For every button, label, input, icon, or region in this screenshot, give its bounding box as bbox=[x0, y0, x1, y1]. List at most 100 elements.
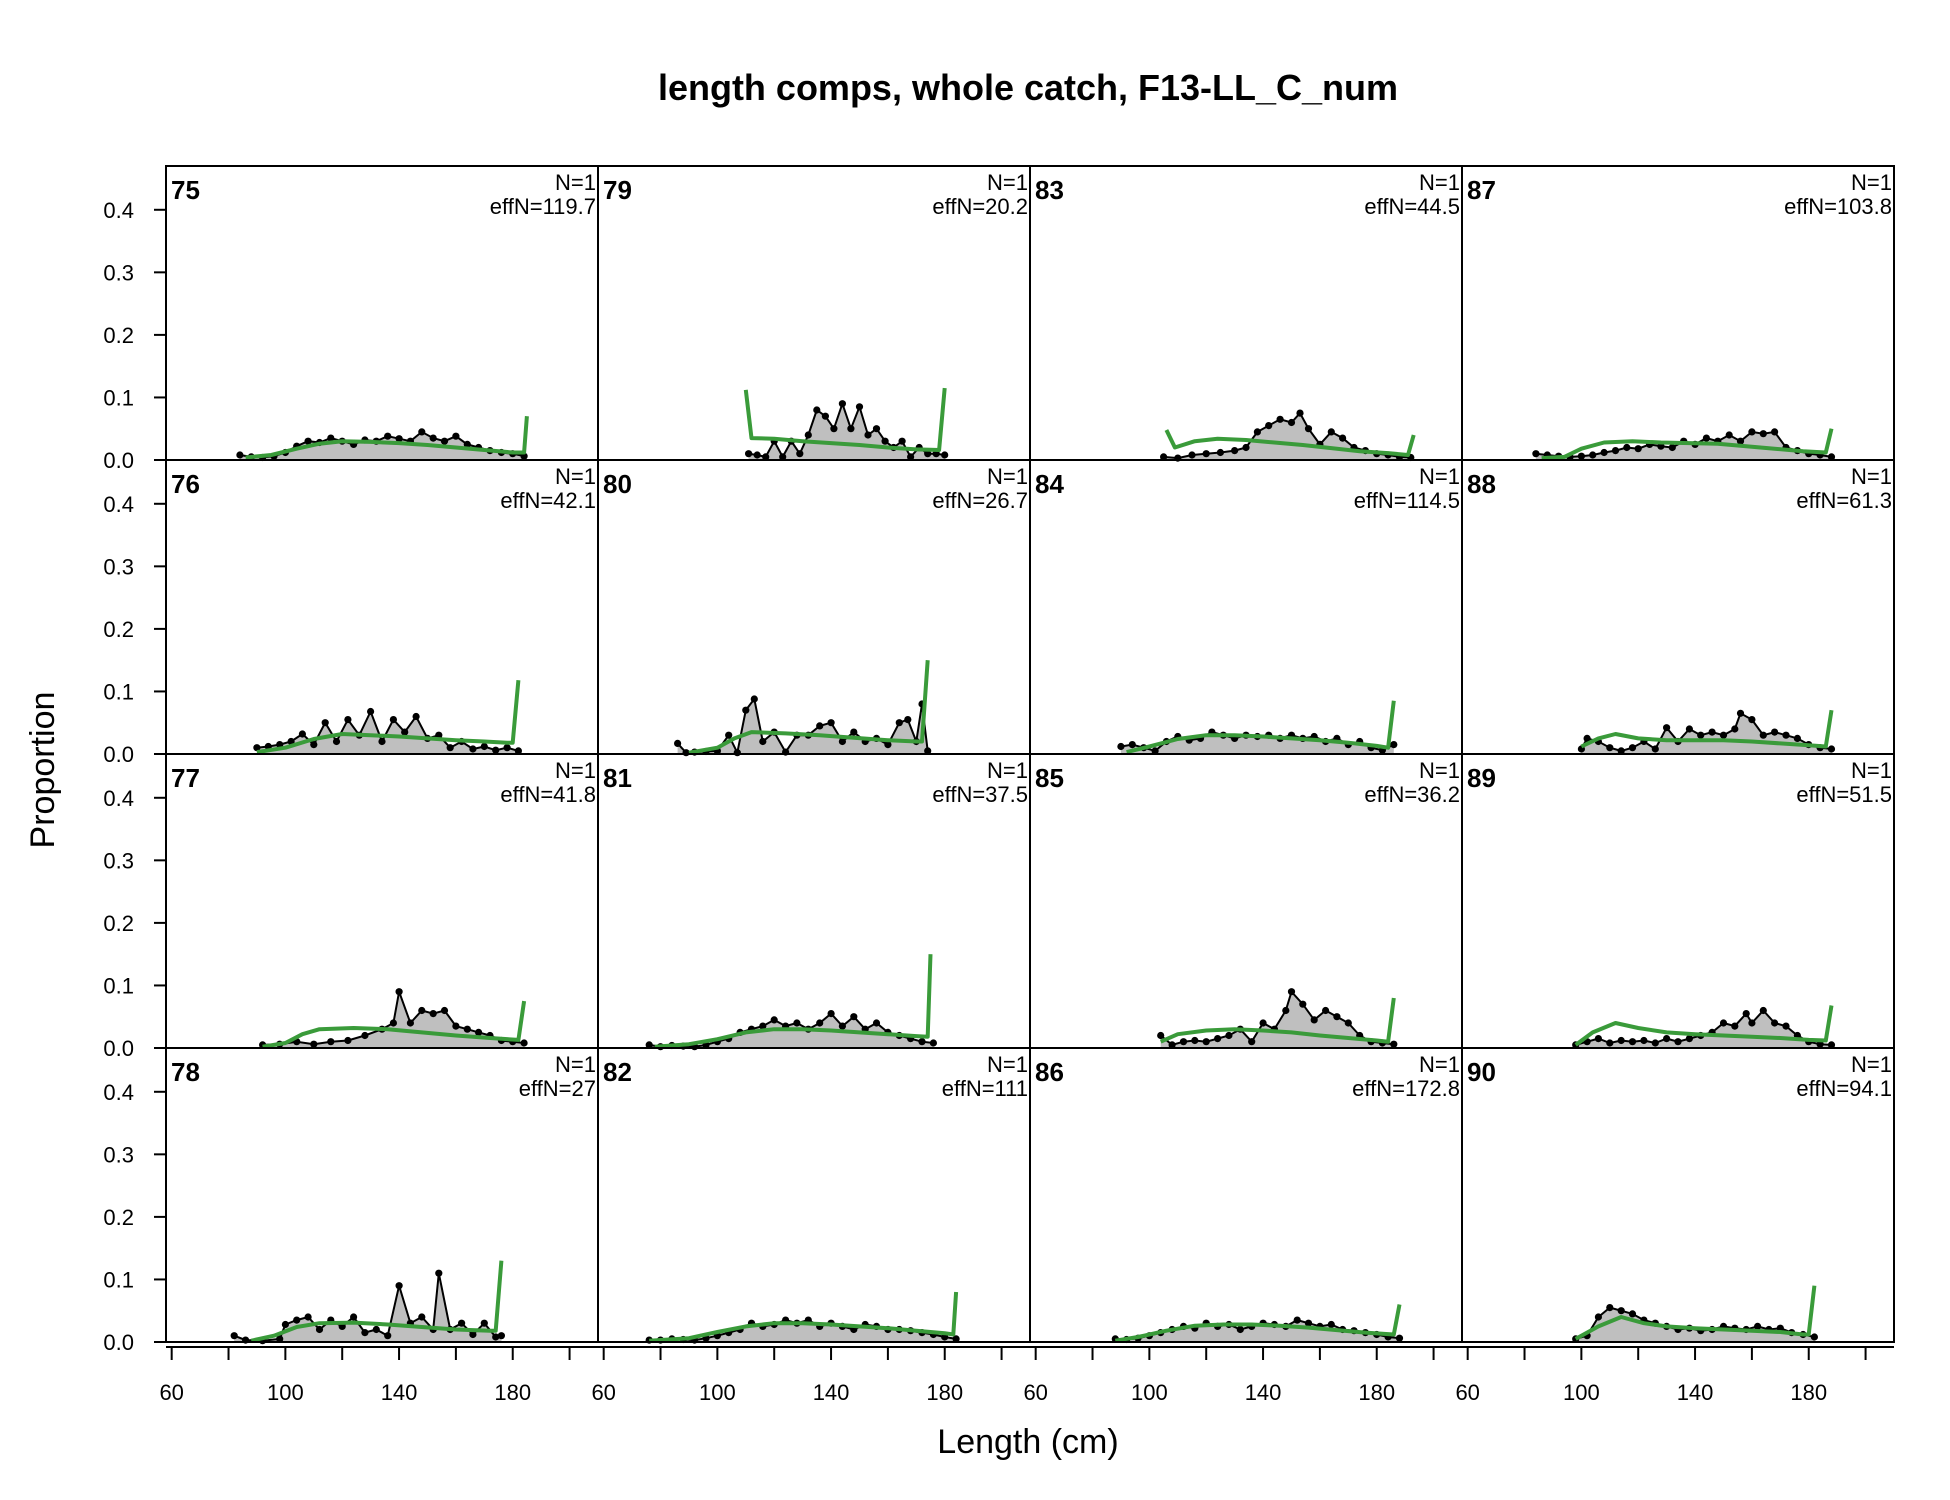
observed-point-12 bbox=[389, 716, 397, 724]
y-axis-label: Proportion bbox=[24, 692, 62, 849]
panel-effn-label: effN=119.7 bbox=[490, 194, 596, 219]
x-tick-label: 140 bbox=[1245, 1380, 1282, 1405]
observed-point-20 bbox=[463, 440, 471, 448]
x-tick-label: 100 bbox=[1563, 1380, 1600, 1405]
observed-point-5 bbox=[1214, 1035, 1222, 1043]
expected-line bbox=[1574, 1285, 1817, 1341]
observed-point-0 bbox=[1157, 1031, 1165, 1040]
observed-point-4 bbox=[1577, 452, 1585, 460]
observed-point-17 bbox=[1759, 731, 1767, 739]
observed-point-15 bbox=[827, 719, 835, 727]
y-tick-label: 0.0 bbox=[103, 1330, 134, 1355]
panel-id-label: 88 bbox=[1467, 469, 1496, 499]
observed-point-14 bbox=[395, 1282, 403, 1290]
x-tick-label: 100 bbox=[1131, 1380, 1168, 1405]
observed-point-21 bbox=[1771, 428, 1779, 436]
panel-id-label: 89 bbox=[1467, 763, 1496, 793]
panel-n-label: N=1 bbox=[555, 170, 596, 195]
panel-id-label: 87 bbox=[1467, 175, 1496, 205]
observed-point-6 bbox=[321, 719, 329, 727]
expected-line bbox=[1541, 428, 1834, 461]
panel-id-label: 83 bbox=[1035, 175, 1064, 205]
observed-point-12 bbox=[1287, 988, 1296, 996]
panel-effn-label: effN=36.2 bbox=[1364, 782, 1460, 807]
observed-point-16 bbox=[1748, 716, 1756, 724]
observed-point-7 bbox=[332, 737, 341, 746]
panel-id-label: 78 bbox=[171, 1057, 200, 1087]
observed-point-6 bbox=[1242, 443, 1250, 452]
observed-point-14 bbox=[412, 712, 420, 721]
observed-point-13 bbox=[401, 728, 409, 736]
y-tick-label: 0.0 bbox=[103, 1036, 134, 1061]
panel-n-label: N=1 bbox=[987, 1052, 1028, 1077]
observed-point-17 bbox=[1725, 431, 1733, 439]
observed-point-8 bbox=[327, 434, 335, 442]
panel-n-label: N=1 bbox=[555, 464, 596, 489]
observed-area bbox=[1120, 732, 1394, 754]
x-tick-label: 100 bbox=[699, 1380, 736, 1405]
observed-point-0 bbox=[230, 1332, 238, 1340]
x-tick-label: 140 bbox=[1677, 1380, 1714, 1405]
panel-n-label: N=1 bbox=[1851, 758, 1892, 783]
observed-point-11 bbox=[1236, 1325, 1244, 1334]
observed-point-12 bbox=[1304, 425, 1313, 433]
observed-point-15 bbox=[1702, 434, 1710, 442]
observed-point-5 bbox=[1628, 1038, 1637, 1046]
observed-point-18 bbox=[440, 437, 449, 445]
panel-effn-label: effN=37.5 bbox=[932, 782, 1028, 807]
observed-point-2 bbox=[1594, 1035, 1602, 1043]
x-tick-label: 180 bbox=[494, 1380, 531, 1405]
observed-area bbox=[748, 403, 945, 460]
observed-point-7 bbox=[315, 1325, 324, 1334]
observed-point-14 bbox=[1731, 1022, 1739, 1030]
panel-id-label: 80 bbox=[603, 469, 632, 499]
observed-point-20 bbox=[458, 1319, 466, 1327]
observed-point-16 bbox=[881, 437, 889, 445]
panel-n-label: N=1 bbox=[1851, 464, 1892, 489]
observed-point-14 bbox=[1327, 428, 1335, 436]
observed-point-8 bbox=[1663, 1035, 1671, 1043]
observed-point-14 bbox=[452, 1022, 460, 1030]
observed-point-0 bbox=[1532, 450, 1540, 458]
panel-n-label: N=1 bbox=[1419, 1052, 1460, 1077]
observed-point-20 bbox=[884, 741, 892, 749]
y-tick-label: 0.1 bbox=[103, 1267, 134, 1292]
panel-id-label: 86 bbox=[1035, 1057, 1064, 1087]
y-tick-label: 0.3 bbox=[103, 1142, 134, 1167]
y-tick-label: 0.3 bbox=[103, 554, 134, 579]
x-tick-label: 100 bbox=[267, 1380, 304, 1405]
observed-point-10 bbox=[759, 1022, 767, 1030]
observed-point-5 bbox=[1589, 451, 1597, 459]
observed-point-23 bbox=[1827, 1041, 1836, 1049]
observed-point-2 bbox=[1179, 1038, 1188, 1046]
x-tick-label: 140 bbox=[813, 1380, 850, 1405]
panel-effn-label: effN=114.5 bbox=[1354, 488, 1460, 513]
observed-point-3 bbox=[1191, 1036, 1199, 1045]
observed-point-21 bbox=[895, 719, 903, 727]
observed-point-11 bbox=[361, 1329, 369, 1337]
observed-point-10 bbox=[830, 425, 838, 433]
x-tick-label: 180 bbox=[1358, 1380, 1395, 1405]
observed-point-8 bbox=[389, 1019, 397, 1027]
observed-point-16 bbox=[1333, 1013, 1341, 1021]
observed-point-11 bbox=[770, 1016, 778, 1024]
observed-point-21 bbox=[924, 450, 932, 458]
observed-point-21 bbox=[469, 1330, 477, 1339]
observed-point-1 bbox=[753, 451, 761, 459]
panel-id-label: 81 bbox=[603, 763, 632, 793]
observed-point-9 bbox=[395, 988, 403, 996]
observed-point-20 bbox=[480, 742, 488, 751]
observed-point-20 bbox=[520, 1039, 528, 1047]
observed-point-18 bbox=[850, 1013, 858, 1021]
observed-point-5 bbox=[293, 1316, 301, 1324]
observed-point-4 bbox=[327, 1038, 335, 1046]
observed-point-25 bbox=[924, 747, 932, 755]
observed-point-19 bbox=[469, 745, 477, 753]
observed-point-5 bbox=[310, 741, 318, 749]
observed-point-6 bbox=[796, 450, 804, 458]
